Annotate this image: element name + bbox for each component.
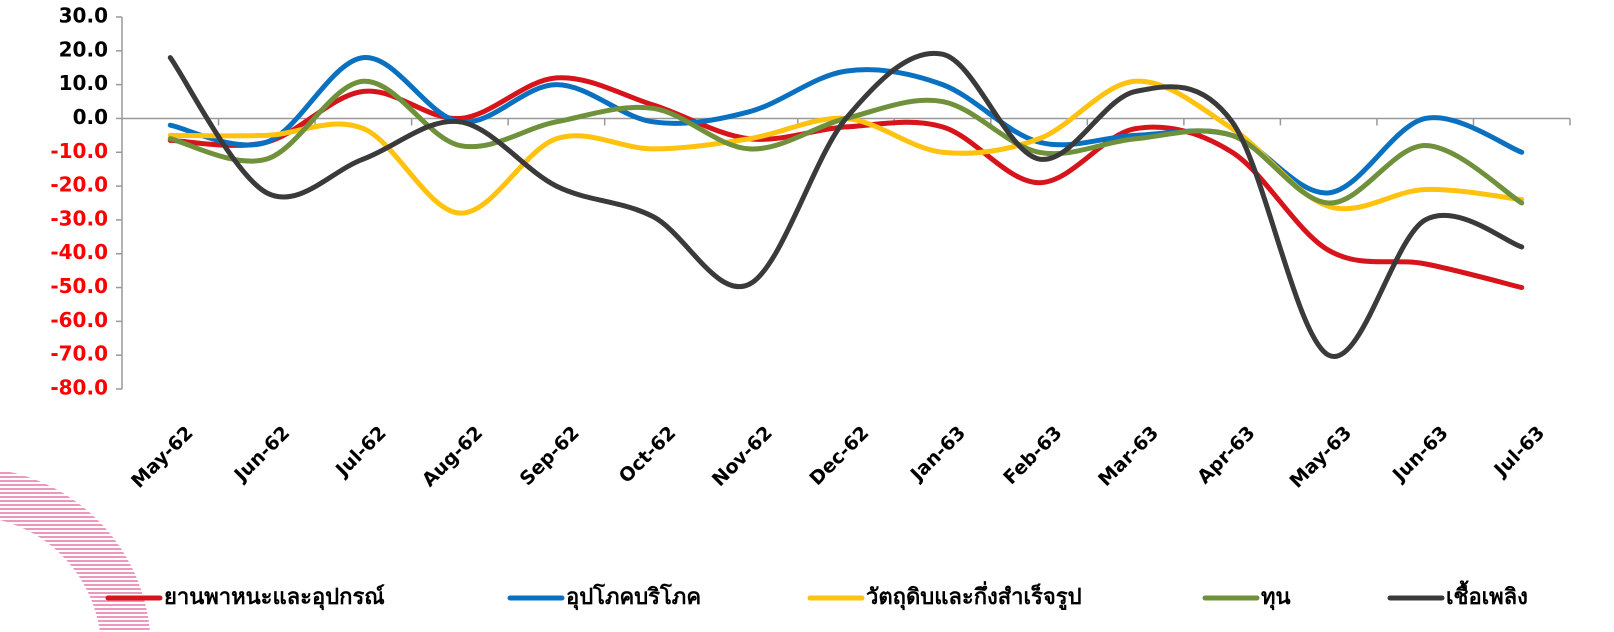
x-tick-label: Feb-63: [999, 422, 1066, 489]
decoration: [0, 470, 150, 632]
x-tick-label: Aug-62: [418, 422, 487, 491]
y-tick-label: 10.0: [59, 71, 108, 95]
x-tick-label: Sep-62: [516, 422, 584, 490]
x-tick-label: Jun-62: [229, 422, 294, 487]
chart: 30.0 20.0 10.0 0.0 -10.0 -20.0 -30.0 -40.0 -50.0…: [0, 0, 1614, 632]
x-tick-label: May-62: [127, 422, 198, 493]
y-tick-label: -60.0: [50, 308, 108, 332]
y-tick-label: -30.0: [50, 206, 108, 230]
legend-label: อุปโภคบริโภค: [566, 583, 701, 611]
x-tick-label: Oct-62: [615, 422, 681, 488]
x-tick-label: Jul-62: [330, 422, 390, 482]
x-tick-label: Nov-62: [708, 422, 777, 491]
y-tick-label: 20.0: [59, 37, 108, 61]
x-tick-label: Mar-63: [1094, 422, 1163, 491]
series-line: [170, 78, 1521, 288]
y-tick-label: -70.0: [50, 342, 108, 366]
x-tick-label: Jun-63: [1387, 422, 1452, 487]
x-tick-label: Apr-63: [1193, 422, 1259, 488]
x-tick-label: Jul-63: [1489, 422, 1549, 482]
y-tick-label: -40.0: [50, 240, 108, 264]
y-tick-label: -20.0: [50, 173, 108, 197]
series-line: [170, 81, 1521, 203]
y-tick-label: -10.0: [50, 139, 108, 163]
legend-label: ทุน: [1261, 585, 1291, 611]
x-tick-label: Jan-63: [905, 422, 970, 487]
y-tick-label: -80.0: [50, 376, 108, 400]
x-tick-label: May-63: [1285, 422, 1356, 493]
x-tick-label: Dec-62: [805, 422, 873, 490]
y-tick-label: 0.0: [73, 105, 108, 129]
legend-label: ยานพาหนะและอุปกรณ์: [164, 584, 385, 611]
legend-label: วัตถุดิบและกึ่งสำเร็จรูป: [866, 580, 1082, 611]
legend-label: เชื้อเพลิง: [1446, 580, 1528, 610]
y-tick-label: -50.0: [50, 274, 108, 298]
y-tick-label: 30.0: [59, 4, 108, 28]
